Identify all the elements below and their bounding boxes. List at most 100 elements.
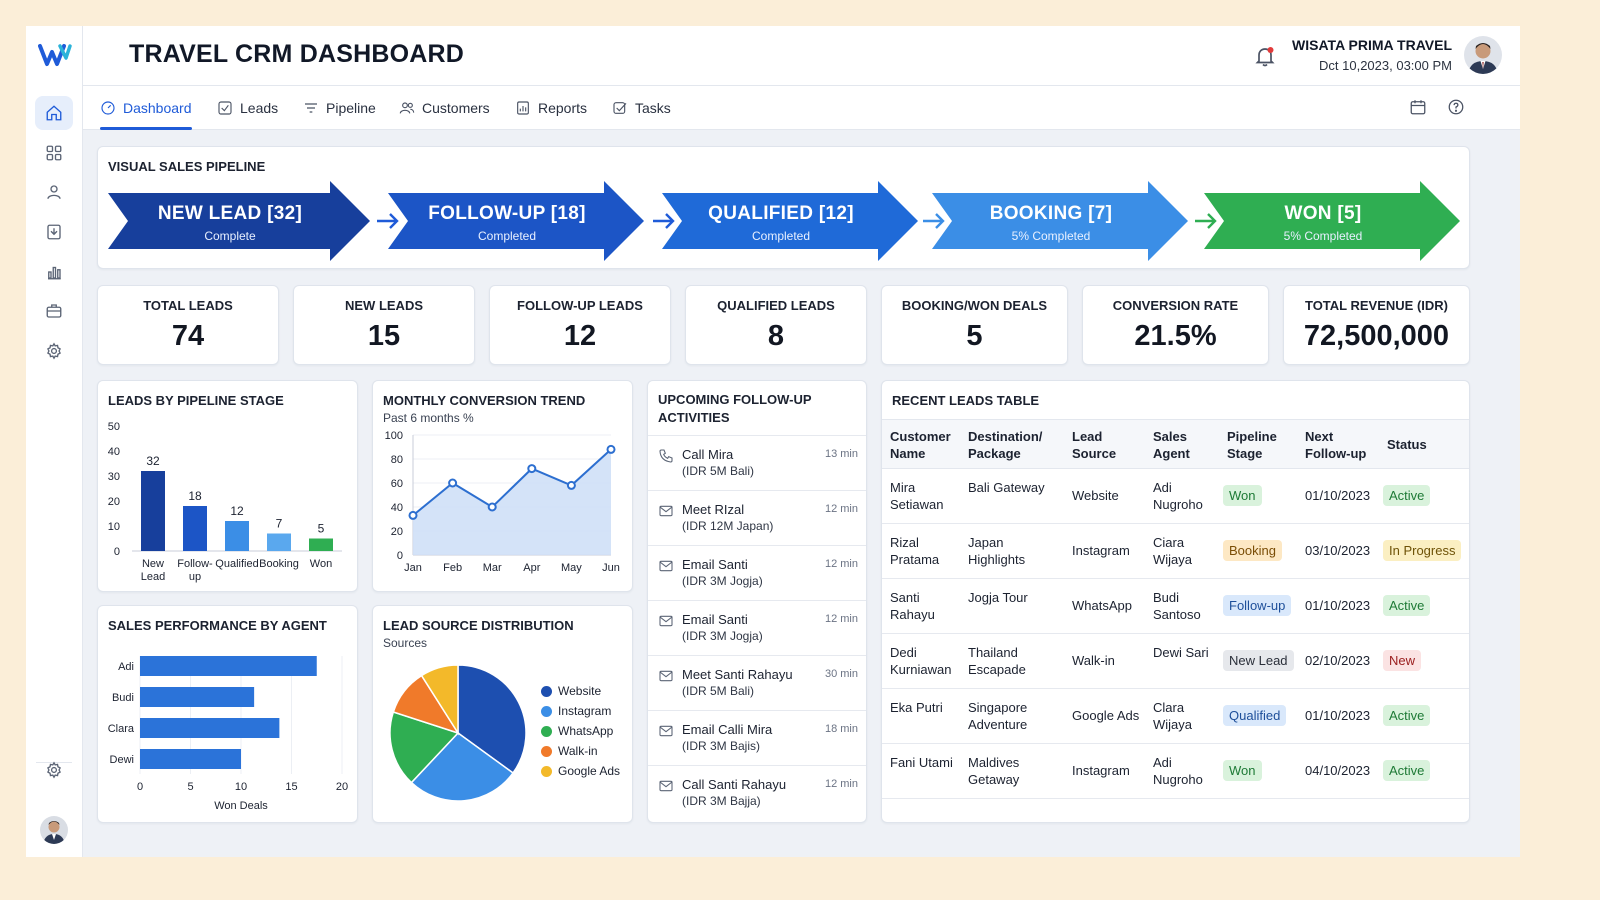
data-label: 18 <box>188 489 202 503</box>
kpi-conversion-rate[interactable]: CONVERSION RATE 21.5% <box>1082 285 1269 365</box>
app-window: TRAVEL CRM DASHBOARD WISATA PRIMA TRAVEL… <box>26 26 1520 857</box>
y-tick-label: 50 <box>108 421 120 433</box>
followup-item[interactable]: Call Mira (IDR 5M Bali) 13 min <box>648 435 866 490</box>
followup-time: 12 min <box>824 613 858 625</box>
mail-icon <box>658 778 674 794</box>
sidebar <box>26 26 83 857</box>
col-pipeline-stage[interactable]: Pipeline Stage <box>1227 429 1277 461</box>
pipeline-stage-qualified[interactable]: QUALIFIED [12] Completed <box>662 181 918 261</box>
cell-next-followup: 01/10/2023 <box>1305 488 1371 503</box>
kpi-qualified-leads[interactable]: QUALIFIED LEADS 8 <box>685 285 867 365</box>
followup-item[interactable]: Meet RIzal (IDR 12M Japan) 12 min <box>648 490 866 545</box>
help-icon[interactable] <box>1447 98 1467 118</box>
report-icon <box>517 101 529 115</box>
followup-item[interactable]: Meet Santi Rahayu (IDR 5M Bali) 30 min <box>648 655 866 710</box>
x-tick-label: May <box>561 562 582 574</box>
table-row[interactable]: Santi Rahayu Jogja Tour WhatsApp Budi Santo… <box>882 579 1469 634</box>
phone-icon <box>658 448 674 464</box>
avatar[interactable] <box>40 816 68 844</box>
user-avatar[interactable] <box>1464 36 1502 74</box>
filter-icon <box>305 103 317 113</box>
y-tick-label: 20 <box>391 526 403 538</box>
pipeline-stage-badge: Booking <box>1223 540 1282 561</box>
briefcase-icon[interactable] <box>35 294 73 328</box>
x-tick-label: New <box>142 558 164 570</box>
followup-time: 12 min <box>824 503 858 515</box>
col-status[interactable]: Status <box>1387 437 1427 452</box>
legend-label: Instagram <box>558 704 612 718</box>
pipeline-stage-booking[interactable]: BOOKING [7] 5% Completed <box>932 181 1188 261</box>
cell-next-followup: 01/10/2023 <box>1305 598 1371 613</box>
kpi-value: 72,500,000 <box>1303 320 1450 352</box>
table-row[interactable]: Eka Putri Singapore Adventure Google Ads Cl… <box>882 689 1469 744</box>
kpi-total-leads[interactable]: TOTAL LEADS 74 <box>97 285 279 365</box>
tab-leads[interactable]: Leads <box>217 86 278 130</box>
pipeline-stage-label: NEW LEAD [32] <box>157 203 303 224</box>
bar-chart-icon[interactable] <box>35 255 73 289</box>
x-tick-label: Lead <box>141 571 165 583</box>
tab-reports[interactable]: Reports <box>515 86 587 130</box>
bar <box>140 749 241 769</box>
agent-performance-card: SALES PERFORMANCE BY AGENT 0 5 10 15 20 Adi Bu… <box>97 605 358 823</box>
chart-title: LEADS BY PIPELINE STAGE <box>108 393 284 408</box>
kpi-total-revenue[interactable]: TOTAL REVENUE (IDR) 72,500,000 <box>1283 285 1470 365</box>
settings-icon[interactable] <box>35 334 73 368</box>
lead-source-card: LEAD SOURCE DISTRIBUTION Sources Website… <box>372 605 633 823</box>
col-destination[interactable]: Destination/ Package <box>968 429 1043 461</box>
followup-time: 18 min <box>824 723 858 735</box>
kpi-new-leads[interactable]: NEW LEADS 15 <box>293 285 475 365</box>
lead-source-pie-chart <box>389 664 527 802</box>
user-icon[interactable] <box>35 175 73 209</box>
pipeline-stage-badge: Won <box>1223 485 1262 506</box>
cell-customer-name: Eka Putri <box>890 700 943 715</box>
x-tick-label: Won <box>310 558 332 570</box>
table-row[interactable]: Rizal Pratama Japan Highlights Instagram Ci… <box>882 524 1469 579</box>
bar <box>309 538 333 551</box>
col-sales-agent[interactable]: Sales Agent <box>1153 429 1190 461</box>
legend-label: WhatsApp <box>558 724 614 738</box>
sales-pipeline-card: VISUAL SALES PIPELINE NEW LEAD [32] Comp… <box>97 146 1470 269</box>
col-next-followup[interactable]: Next Follow-up <box>1305 429 1367 461</box>
home-icon[interactable] <box>35 96 73 130</box>
table-row[interactable]: Mira Setiawan Bali Gateway Website Adi Nugr… <box>882 469 1469 524</box>
download-icon[interactable] <box>35 215 73 249</box>
bell-icon[interactable] <box>1253 44 1277 68</box>
followup-activity: Email Calli Mira <box>682 722 773 737</box>
tab-pipeline[interactable]: Pipeline <box>303 86 376 130</box>
followup-value: (IDR 3M Bajis) <box>682 739 761 753</box>
bottom-settings-icon[interactable] <box>35 753 73 787</box>
followup-item[interactable]: Email Santi (IDR 3M Jogja) 12 min <box>648 545 866 600</box>
table-row[interactable]: Fani Utami Maldives Getaway Instagram Adi N… <box>882 744 1469 799</box>
checkbox-icon <box>218 101 232 115</box>
bar <box>140 687 255 707</box>
col-lead-source[interactable]: Lead Source <box>1072 429 1117 461</box>
bar <box>140 656 317 676</box>
cell-lead-source: Google Ads <box>1072 708 1140 723</box>
tab-customers[interactable]: Customers <box>399 86 490 130</box>
data-point <box>487 502 497 512</box>
task-icon <box>613 102 627 114</box>
pipeline-stage-won[interactable]: WON [5] 5% Completed <box>1204 181 1460 261</box>
grid-icon[interactable] <box>35 136 73 170</box>
bar <box>225 521 249 551</box>
cell-next-followup: 04/10/2023 <box>1305 763 1371 778</box>
y-tick-label: 100 <box>385 430 403 442</box>
kpi-booking-won-deals[interactable]: BOOKING/WON DEALS 5 <box>881 285 1068 365</box>
followup-item[interactable]: Email Santi (IDR 3M Jogja) 12 min <box>648 600 866 655</box>
followup-item[interactable]: Call Santi Rahayu (IDR 3M Bajja) 12 min <box>648 765 866 820</box>
status-badge: Active <box>1383 595 1431 616</box>
legend-swatch <box>541 745 552 757</box>
kpi-follow-up-leads[interactable]: FOLLOW-UP LEADS 12 <box>489 285 671 365</box>
tab-dashboard[interactable]: Dashboard <box>100 86 192 130</box>
cell-sales-agent: Adi Nugroho <box>1153 480 1203 512</box>
cell-customer-name: Mira Setiawan <box>890 480 944 512</box>
table-row[interactable]: Dedi Kurniawan Thailand Escapade Walk-in De… <box>882 634 1469 689</box>
y-tick-label: 10 <box>108 521 120 533</box>
col-customer-name[interactable]: Customer Name <box>890 429 951 461</box>
pipeline-stage-new-lead[interactable]: NEW LEAD [32] Complete <box>108 181 370 261</box>
followup-item[interactable]: Email Calli Mira (IDR 3M Bajis) 18 min <box>648 710 866 765</box>
tab-tasks[interactable]: Tasks <box>612 86 671 130</box>
pipeline-stage-follow-up[interactable]: FOLLOW-UP [18] Completed <box>388 181 644 261</box>
calendar-icon[interactable] <box>1409 98 1429 118</box>
